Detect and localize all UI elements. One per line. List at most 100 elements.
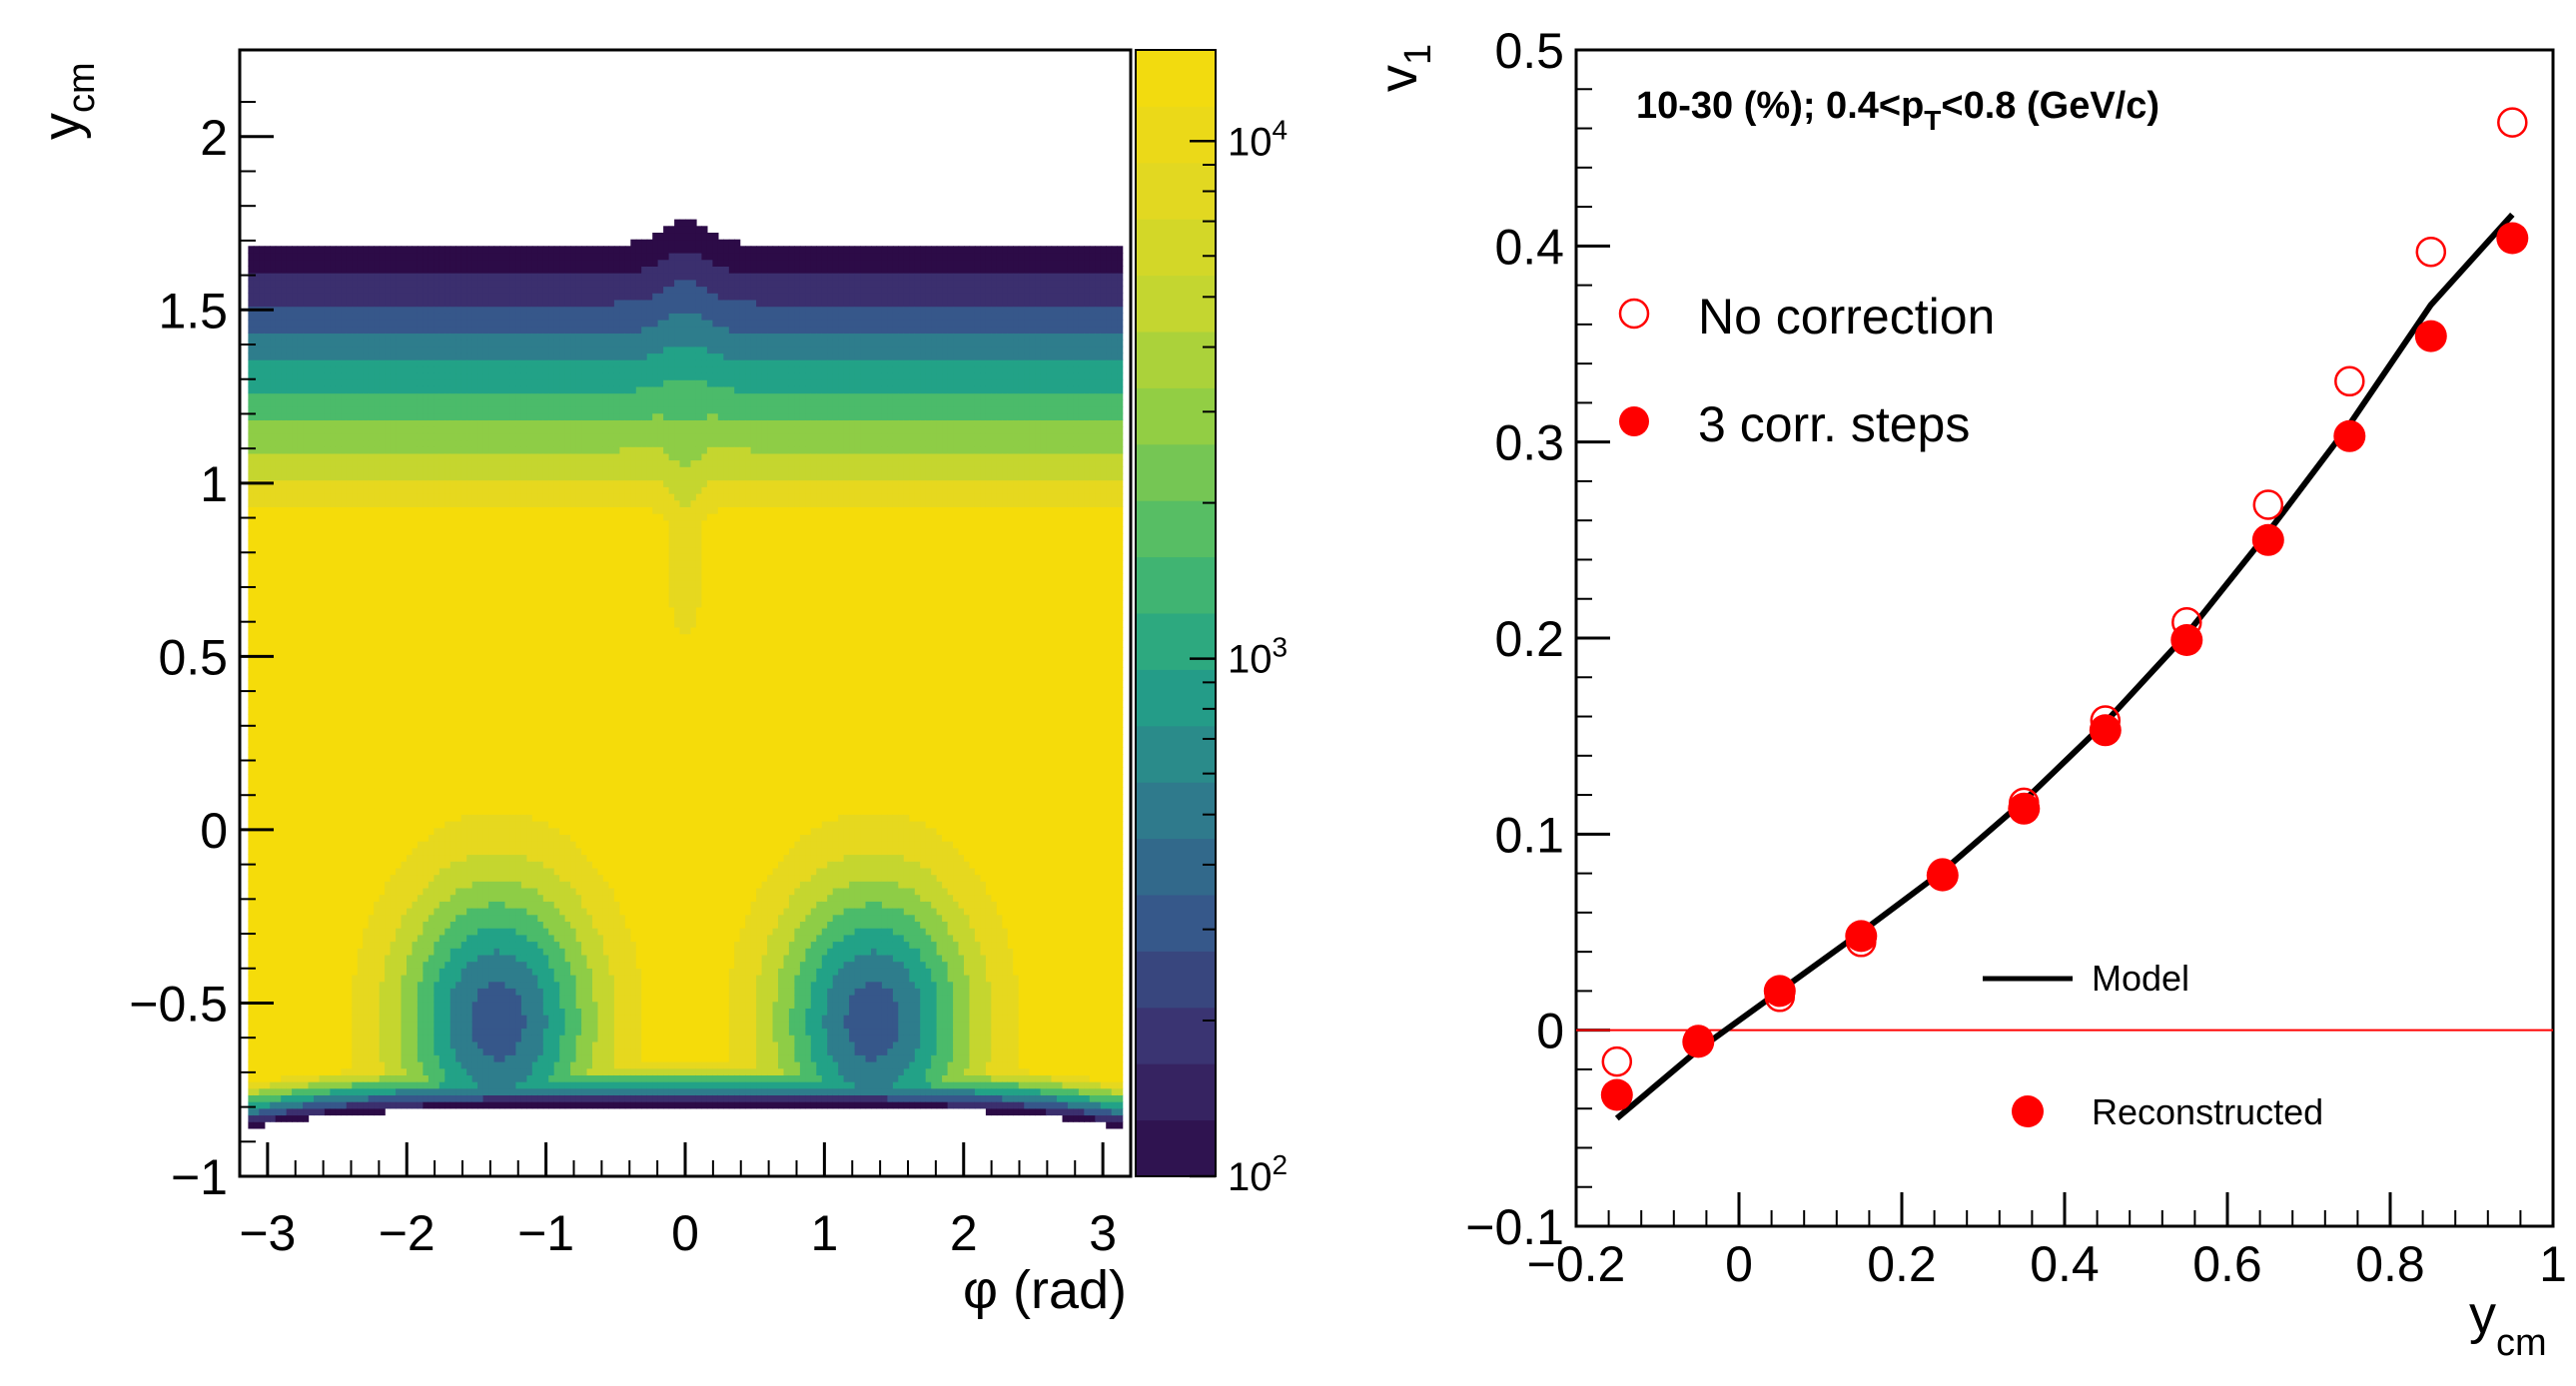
- heatmap-cell: [286, 446, 293, 454]
- heatmap-cell: [324, 452, 331, 461]
- heatmap-cell: [423, 800, 429, 809]
- heatmap-cell: [385, 466, 392, 474]
- heatmap-cell: [259, 774, 266, 782]
- heatmap-cell: [438, 653, 445, 661]
- heatmap-cell: [330, 253, 337, 261]
- heatmap-cell: [248, 340, 255, 347]
- heatmap-cell: [357, 346, 364, 354]
- heatmap-cell: [428, 740, 434, 748]
- heatmap-cell: [346, 934, 353, 943]
- heatmap-cell: [341, 707, 348, 715]
- heatmap-cell: [330, 259, 337, 267]
- heatmap-cell: [417, 821, 424, 829]
- heatmap-cell: [412, 539, 419, 548]
- heatmap-cell: [335, 1061, 342, 1069]
- heatmap-cell: [253, 600, 260, 608]
- heatmap-cell: [346, 346, 353, 354]
- heatmap-cell: [438, 700, 445, 708]
- heatmap-cell: [335, 600, 342, 608]
- heatmap-cell: [368, 320, 375, 328]
- heatmap-cell: [303, 306, 310, 314]
- heatmap-cell: [330, 874, 337, 882]
- heatmap-cell: [330, 446, 337, 454]
- heatmap-cell: [455, 1054, 462, 1062]
- heatmap-cell: [357, 894, 364, 902]
- heatmap-cell: [363, 687, 370, 695]
- heatmap-cell: [253, 472, 260, 481]
- heatmap-cell: [264, 499, 271, 507]
- heatmap-cell: [396, 881, 403, 889]
- heatmap-cell: [407, 486, 414, 494]
- heatmap-cell: [270, 365, 277, 374]
- heatmap-cell: [303, 794, 310, 802]
- heatmap-cell: [286, 968, 293, 976]
- heatmap-cell: [363, 426, 370, 434]
- heatmap-cell: [292, 653, 299, 661]
- heatmap-cell: [368, 700, 375, 708]
- heatmap-cell: [433, 266, 440, 274]
- heatmap-cell: [308, 365, 315, 374]
- heatmap-cell: [259, 313, 266, 321]
- heatmap-cell: [449, 1008, 456, 1016]
- heatmap-cell: [407, 626, 414, 635]
- heatmap-cell: [275, 968, 282, 976]
- heatmap-cell: [253, 566, 260, 574]
- heatmap-cell: [270, 253, 277, 261]
- heatmap-cell: [270, 279, 277, 288]
- heatmap-cell: [270, 934, 277, 943]
- heatmap-cell: [264, 1094, 271, 1102]
- heatmap-cell: [286, 406, 293, 414]
- heatmap-cell: [357, 821, 364, 829]
- heatmap-cell: [286, 1101, 293, 1109]
- heatmap-cell: [407, 713, 414, 722]
- heatmap-cell: [374, 259, 381, 267]
- heatmap-cell: [368, 426, 375, 434]
- heatmap-cell: [449, 519, 456, 528]
- heatmap-cell: [417, 539, 424, 548]
- heatmap-cell: [352, 359, 359, 367]
- heatmap-cell: [275, 326, 282, 334]
- heatmap-cell: [335, 673, 342, 681]
- heatmap-cell: [379, 359, 386, 367]
- heatmap-cell: [438, 687, 445, 695]
- heatmap-cell: [248, 326, 255, 334]
- heatmap-cell: [303, 1094, 310, 1102]
- heatmap-cell: [438, 273, 445, 281]
- heatmap-cell: [281, 1015, 288, 1023]
- heatmap-cell: [330, 279, 337, 288]
- heatmap-cell: [433, 379, 440, 387]
- heatmap-cell: [374, 901, 381, 909]
- heatmap-cell: [346, 1067, 353, 1075]
- heatmap-cell: [335, 680, 342, 688]
- heatmap-cell: [330, 533, 337, 541]
- heatmap-cell: [449, 794, 456, 802]
- heatmap-cell: [346, 975, 353, 983]
- heatmap-cell: [341, 861, 348, 869]
- heatmap-cell: [248, 553, 255, 561]
- heatmap-cell: [428, 620, 434, 628]
- heatmap-cell: [449, 934, 456, 943]
- heatmap-cell: [385, 995, 392, 1003]
- heatmap-cell: [423, 566, 429, 574]
- heatmap-cell: [335, 472, 342, 481]
- heatmap-cell: [423, 700, 429, 708]
- heatmap-cell: [314, 553, 321, 561]
- heatmap-cell: [259, 526, 266, 534]
- heatmap-cell: [248, 734, 255, 742]
- heatmap-cell: [297, 934, 304, 943]
- heatmap-cell: [433, 1067, 440, 1075]
- heatmap-cell: [390, 365, 397, 374]
- heatmap-cell: [303, 747, 310, 755]
- heatmap-cell: [417, 867, 424, 876]
- heatmap-cell: [428, 667, 434, 675]
- heatmap-cell: [401, 680, 408, 688]
- heatmap-cell: [401, 506, 408, 514]
- heatmap-cell: [385, 586, 392, 594]
- heatmap-cell: [379, 1008, 386, 1016]
- heatmap-cell: [286, 948, 293, 956]
- heatmap-cell: [286, 593, 293, 601]
- heatmap-cell: [352, 780, 359, 789]
- heatmap-cell: [407, 412, 414, 420]
- heatmap-cell: [319, 472, 326, 481]
- heatmap-cell: [396, 834, 403, 842]
